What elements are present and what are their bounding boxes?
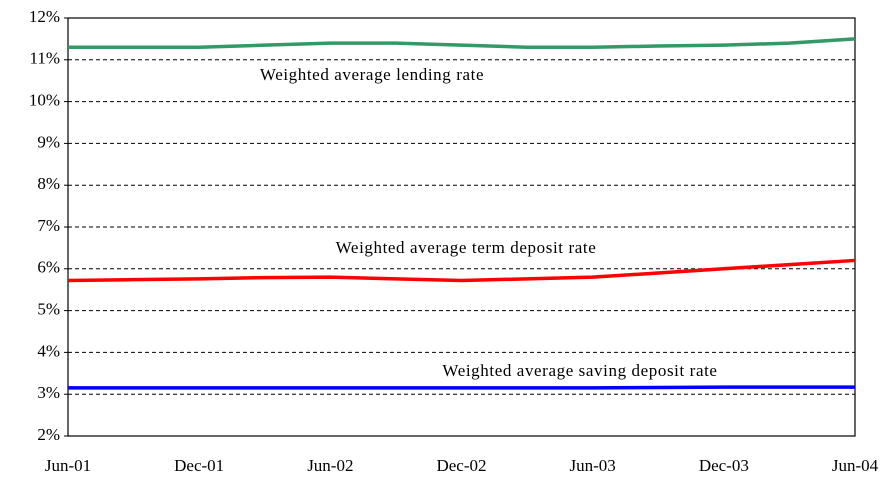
series-line bbox=[68, 385, 855, 390]
y-tick-label: 4% bbox=[37, 341, 60, 360]
y-tick-label: 7% bbox=[37, 216, 60, 235]
series-label: Weighted average term deposit rate bbox=[336, 238, 597, 257]
y-tick-label: 5% bbox=[37, 300, 60, 319]
x-tick-label: Jun-02 bbox=[307, 456, 353, 475]
y-tick-label: 3% bbox=[37, 383, 60, 402]
y-tick-label: 9% bbox=[37, 132, 60, 151]
y-tick-label: 10% bbox=[29, 91, 60, 110]
x-tick-label: Jun-03 bbox=[570, 456, 616, 475]
x-tick-label: Jun-01 bbox=[45, 456, 91, 475]
y-tick-label: 12% bbox=[29, 7, 60, 26]
y-tick-label: 11% bbox=[29, 49, 60, 68]
y-tick-label: 6% bbox=[37, 258, 60, 277]
x-tick-label: Dec-03 bbox=[699, 456, 749, 475]
x-tick-label: Dec-02 bbox=[436, 456, 486, 475]
x-tick-label: Jun-04 bbox=[832, 456, 879, 475]
series-line bbox=[68, 37, 856, 50]
series-label: Weighted average saving deposit rate bbox=[442, 361, 717, 380]
series-label: Weighted average lending rate bbox=[260, 65, 484, 84]
series-line bbox=[67, 258, 856, 283]
x-tick-label: Dec-01 bbox=[174, 456, 224, 475]
plot-frame bbox=[67, 17, 856, 437]
y-tick-label: 2% bbox=[37, 425, 60, 444]
y-tick-label: 8% bbox=[37, 174, 60, 193]
